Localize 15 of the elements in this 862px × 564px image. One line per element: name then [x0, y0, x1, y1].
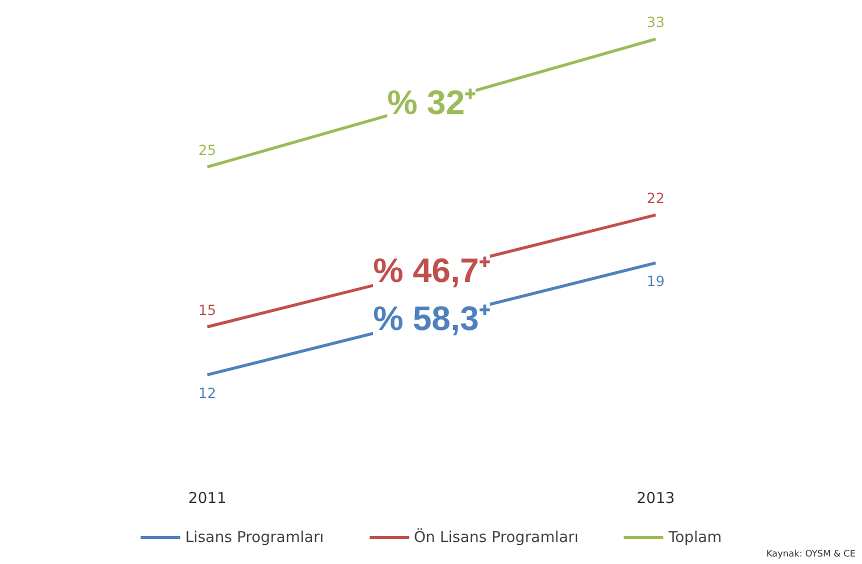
- data-label: 15: [198, 302, 216, 319]
- legend-label: Lisans Programları: [185, 528, 324, 546]
- data-label: 25: [198, 142, 216, 159]
- legend-label: Toplam: [668, 528, 722, 546]
- data-label: 22: [646, 190, 665, 207]
- data-label: 33: [646, 15, 665, 32]
- x-tick-label: 2011: [188, 489, 226, 507]
- annotation: % 46,7⁺: [373, 252, 490, 290]
- text: Kaynak: OYSM & CE: [766, 550, 856, 560]
- x-tick-label: 2013: [636, 489, 675, 507]
- data-label: 12: [198, 386, 216, 402]
- data-label: 19: [646, 274, 665, 290]
- annotation: % 32⁺: [387, 84, 476, 122]
- legend-label: Ön Lisans Programları: [414, 528, 578, 546]
- annotation: % 58,3⁺: [373, 300, 490, 338]
